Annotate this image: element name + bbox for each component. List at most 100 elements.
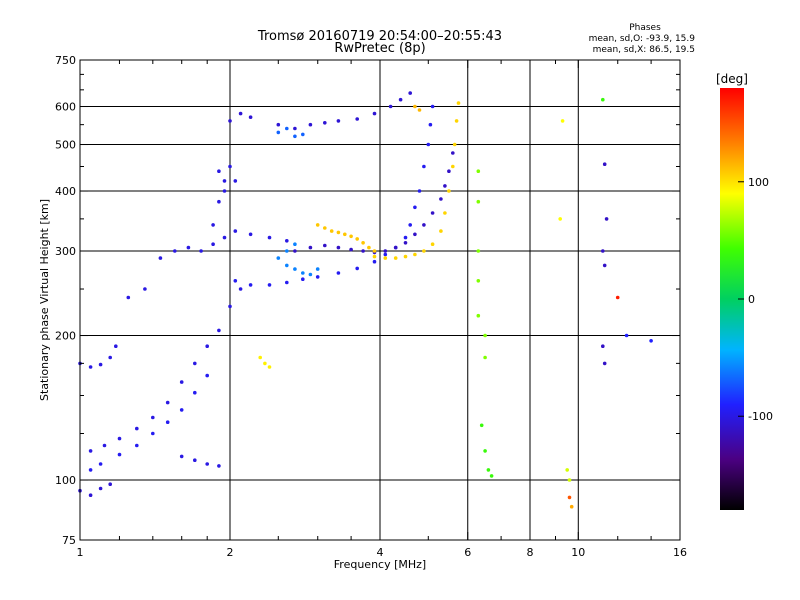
- echo-point: [267, 283, 272, 287]
- echo-point: [228, 164, 232, 169]
- echo-point: [211, 223, 215, 227]
- echo-point: [476, 279, 481, 283]
- echo-point: [489, 474, 494, 478]
- echo-point: [408, 91, 413, 95]
- echo-point: [565, 468, 569, 472]
- echo-point: [126, 295, 131, 300]
- echo-point: [483, 355, 487, 360]
- chart-title: Tromsø 20160719 20:54:00–20:55:43: [257, 29, 502, 44]
- echo-point: [173, 249, 177, 253]
- echo-point: [248, 115, 253, 119]
- echo-point: [403, 235, 408, 240]
- echo-point: [217, 169, 221, 173]
- echo-point: [476, 313, 481, 318]
- echo-point: [329, 229, 334, 233]
- echo-point: [135, 443, 139, 448]
- echo-point: [558, 217, 562, 221]
- echo-point: [454, 119, 459, 123]
- echo-point: [233, 179, 238, 183]
- echo-point: [228, 304, 232, 309]
- echo-point: [98, 362, 103, 367]
- echo-point: [456, 101, 461, 105]
- echo-point: [315, 275, 320, 279]
- echo-point: [602, 162, 607, 166]
- echo-point: [383, 256, 388, 260]
- echo-point: [403, 254, 408, 259]
- echo-point: [285, 126, 289, 131]
- x-axis-label: Frequency [MHz]: [334, 558, 426, 571]
- echo-point: [323, 121, 327, 125]
- echo-point: [417, 189, 422, 193]
- echo-point: [372, 111, 377, 116]
- echo-point: [483, 449, 487, 453]
- x-tick-label: 1: [77, 546, 84, 559]
- echo-point: [649, 339, 653, 343]
- y-tick-label: 75: [62, 534, 76, 547]
- echo-point: [355, 117, 360, 121]
- echo-point: [276, 122, 281, 127]
- echo-point: [476, 249, 481, 253]
- echo-point: [323, 226, 327, 230]
- echo-point: [248, 283, 253, 287]
- echo-point: [98, 462, 103, 466]
- echo-point: [108, 355, 112, 360]
- echo-point: [417, 108, 422, 112]
- echo-point: [430, 242, 435, 246]
- echo-point: [293, 126, 297, 131]
- echo-point: [355, 237, 360, 241]
- echo-point: [151, 431, 155, 436]
- echo-point: [217, 328, 221, 333]
- echo-point: [88, 468, 93, 472]
- echo-point: [88, 365, 93, 369]
- echo-point: [233, 279, 238, 283]
- echo-point: [222, 189, 227, 193]
- echo-point: [143, 287, 147, 291]
- echo-point: [451, 164, 455, 169]
- echo-point: [248, 232, 253, 237]
- echo-point: [560, 119, 565, 123]
- echo-point: [476, 199, 481, 204]
- echo-point: [447, 189, 451, 193]
- data-points: [78, 91, 653, 509]
- echo-point: [102, 443, 107, 448]
- echo-point: [308, 245, 313, 250]
- echo-point: [193, 390, 197, 395]
- echo-point: [179, 454, 184, 459]
- echo-point: [108, 482, 112, 487]
- echo-point: [193, 458, 197, 463]
- phase-x-stats: mean, sd,X: 86.5, 19.5: [593, 45, 695, 55]
- echo-point: [413, 232, 417, 237]
- phase-heading: Phases: [629, 23, 661, 33]
- echo-point: [98, 486, 103, 491]
- echo-point: [383, 252, 388, 257]
- echo-point: [422, 249, 426, 253]
- echo-point: [179, 380, 184, 384]
- echo-point: [293, 242, 297, 246]
- echo-point: [301, 132, 305, 137]
- y-tick-label: 750: [55, 54, 76, 67]
- echo-point: [205, 373, 209, 378]
- echo-point: [393, 256, 398, 260]
- y-tick-label: 500: [55, 139, 76, 152]
- chart-subtitle: RwPretec (8p): [334, 41, 425, 56]
- echo-point: [426, 142, 431, 147]
- y-tick-label: 200: [55, 330, 76, 343]
- echo-point: [408, 223, 413, 227]
- echo-point: [276, 130, 281, 135]
- echo-point: [388, 104, 393, 109]
- echo-point: [301, 277, 305, 282]
- echo-point: [403, 241, 408, 245]
- echo-point: [315, 223, 320, 227]
- echo-point: [301, 271, 305, 275]
- echo-point: [217, 464, 221, 468]
- echo-point: [267, 365, 272, 369]
- echo-point: [151, 415, 155, 420]
- echo-point: [601, 249, 605, 253]
- echo-point: [285, 280, 289, 285]
- echo-point: [263, 361, 267, 366]
- echo-point: [567, 495, 572, 500]
- y-axis-ticks: 75 100 200 300 400 500 600 750: [55, 54, 680, 547]
- echo-point: [315, 267, 320, 271]
- echo-point: [186, 245, 191, 250]
- echo-point: [479, 423, 484, 428]
